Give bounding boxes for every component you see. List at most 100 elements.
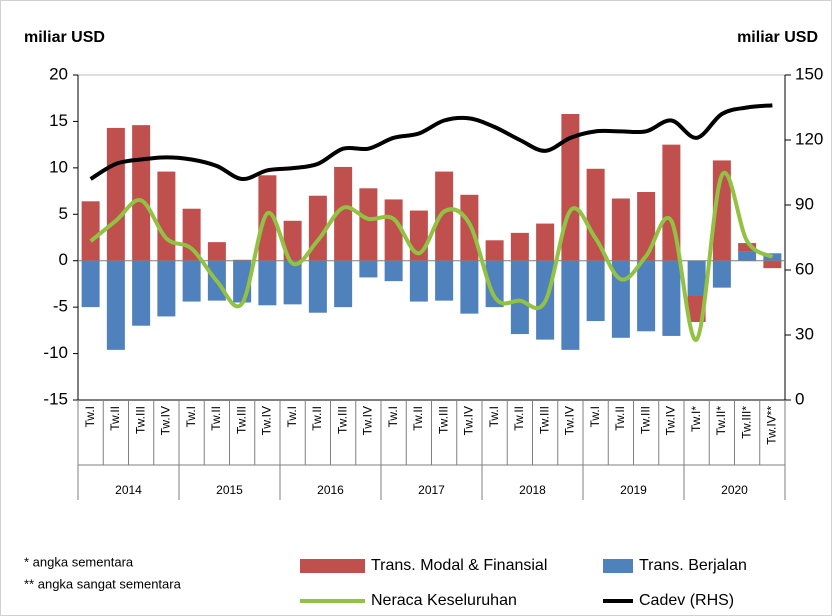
year-label: 2018: [519, 483, 546, 497]
bar: [409, 260, 428, 302]
bar: [510, 232, 529, 261]
line: [89, 170, 774, 342]
line: [89, 103, 773, 182]
bar: [308, 260, 327, 313]
year-label: 2017: [418, 483, 445, 497]
legend-label: Neraca Keseluruhan: [371, 592, 517, 609]
x-tick-label: Tw.I: [83, 406, 97, 427]
bar: [157, 171, 176, 261]
year-label: 2015: [216, 483, 243, 497]
y2-tick-label: 30: [795, 324, 814, 343]
x-tick-label: Tw.II: [108, 406, 122, 431]
x-tick-label: Tw.III: [638, 406, 652, 434]
x-tick-label: Tw.I: [487, 406, 501, 427]
x-tick-label: Tw.II: [512, 406, 526, 431]
x-tick-label: Tw.II: [209, 406, 223, 431]
year-label: 2014: [115, 483, 142, 497]
x-tick-label: Tw.II: [310, 406, 324, 431]
bar: [81, 260, 100, 308]
y2-tick-label: 120: [795, 129, 823, 148]
bar: [81, 201, 100, 261]
x-tick-label: Tw.IV: [664, 406, 678, 435]
bar: [738, 251, 757, 261]
bar: [611, 198, 630, 261]
bar: [283, 260, 302, 305]
y-tick-label: -10: [43, 343, 68, 362]
y-tick-label: -5: [53, 297, 68, 316]
y2-tick-label: 60: [795, 259, 814, 278]
y-tick-label: -15: [43, 389, 68, 408]
y-axis-label: miliar USD: [24, 29, 105, 46]
y2-axis-label: miliar USD: [737, 29, 818, 46]
bar: [586, 260, 605, 322]
x-tick-label: Tw.IV: [159, 406, 173, 435]
legend-swatch: [300, 559, 365, 573]
year-label: 2019: [620, 483, 647, 497]
y-tick-label: 0: [59, 250, 68, 269]
bar: [637, 260, 656, 332]
bar: [334, 260, 353, 308]
bar: [106, 260, 125, 350]
bar: [485, 260, 504, 308]
x-tick-label: Tw.III: [537, 406, 551, 434]
bar: [334, 166, 353, 261]
bar: [460, 260, 479, 314]
bar: [182, 260, 201, 302]
bar: [106, 127, 125, 261]
y-tick-label: 20: [49, 64, 68, 83]
bar: [637, 192, 656, 261]
bar: [384, 260, 403, 282]
bar: [384, 199, 403, 261]
legend-label: Trans. Berjalan: [639, 557, 747, 574]
x-tick-label: Tw.IV: [260, 406, 274, 435]
bar: [283, 220, 302, 261]
legend-swatch: [603, 559, 633, 573]
note: ** angka sangat sementara: [24, 576, 182, 591]
bar: [435, 260, 454, 301]
bar: [157, 260, 176, 317]
legend-label: Cadev (RHS): [639, 592, 734, 609]
bar: [586, 168, 605, 261]
x-tick-label: Tw.III: [234, 406, 248, 434]
bar: [510, 260, 529, 335]
bar: [132, 125, 151, 261]
year-label: 2016: [317, 483, 344, 497]
year-label: 2020: [721, 483, 748, 497]
x-tick-label: Tw.III: [436, 406, 450, 434]
y2-tick-label: 150: [795, 64, 823, 83]
bar: [561, 260, 580, 350]
legend-label: Trans. Modal & Finansial: [371, 557, 547, 574]
x-tick-label: Tw.I: [588, 406, 602, 427]
bar: [207, 242, 226, 261]
x-tick-label: Tw.II: [613, 406, 627, 431]
y-tick-label: 10: [49, 157, 68, 176]
x-tick-label: Tw.IV: [462, 406, 476, 435]
x-tick-label: Tw.III: [133, 406, 147, 434]
x-tick-label: Tw.I*: [689, 406, 703, 432]
bar: [687, 260, 706, 296]
y-tick-label: 5: [59, 204, 68, 223]
x-tick-label: Tw.IV: [361, 406, 375, 435]
x-tick-label: Tw.IV**: [765, 406, 779, 445]
bar: [359, 188, 378, 261]
x-tick-label: Tw.I: [386, 406, 400, 427]
bar: [435, 171, 454, 261]
bar: [536, 223, 555, 261]
note: * angka sementara: [24, 554, 134, 569]
x-tick-label: Tw.IV: [563, 406, 577, 435]
x-tick-label: Tw.I: [285, 406, 299, 427]
bar: [258, 260, 277, 306]
x-tick-label: Tw.I: [184, 406, 198, 427]
bar: [359, 260, 378, 278]
x-tick-label: Tw.II*: [714, 406, 728, 436]
bar: [738, 243, 757, 252]
y-tick-label: 15: [49, 111, 68, 130]
bar: [485, 240, 504, 261]
y2-tick-label: 90: [795, 194, 814, 213]
bar: [258, 175, 277, 261]
bar: [132, 260, 151, 326]
bar: [662, 260, 681, 336]
x-tick-label: Tw.III: [335, 406, 349, 434]
